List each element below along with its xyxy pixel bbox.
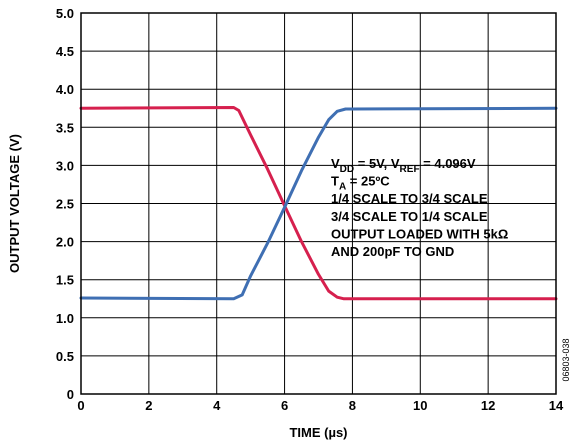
y-tick-label: 5.0 bbox=[56, 6, 74, 21]
y-tick-label: 4.0 bbox=[56, 82, 74, 97]
figure-id: 06803-038 bbox=[561, 338, 571, 381]
series-line-1 bbox=[79, 106, 558, 301]
x-tick-label: 14 bbox=[549, 398, 564, 413]
y-tick-label: 0.5 bbox=[56, 349, 74, 364]
y-tick-label: 1.5 bbox=[56, 273, 74, 288]
annotation-line: 3/4 SCALE TO 1/4 SCALE bbox=[331, 209, 488, 224]
series-lines bbox=[79, 106, 558, 301]
x-tick-label: 4 bbox=[213, 398, 221, 413]
annotation-text: = 25ºC bbox=[346, 174, 390, 189]
x-tick-label: 6 bbox=[281, 398, 288, 413]
plot-frame bbox=[80, 12, 557, 395]
annotation-text: = 4.096V bbox=[420, 156, 476, 171]
annotation-line: OUTPUT LOADED WITH 5kΩ bbox=[331, 226, 508, 241]
y-tick-labels: 0 0.5 1.0 1.5 2.0 2.5 3.0 3.5 4.0 4.5 5.0 bbox=[56, 6, 74, 402]
x-tick-label: 12 bbox=[481, 398, 495, 413]
y-tick-label: 3.0 bbox=[56, 158, 74, 173]
annotation-text: T bbox=[331, 174, 339, 189]
x-tick-label: 0 bbox=[77, 398, 84, 413]
grid bbox=[80, 12, 557, 395]
annotation-text: 3/4 SCALE TO 1/4 SCALE bbox=[331, 209, 488, 224]
annotation-line: VDD = 5V, VREF = 4.096V bbox=[331, 156, 476, 175]
annotation-subscript: A bbox=[339, 182, 346, 193]
series-line-2 bbox=[79, 106, 558, 301]
annotation-text: AND 200pF TO GND bbox=[331, 244, 454, 259]
y-tick-label: 0 bbox=[67, 387, 74, 402]
x-tick-label: 2 bbox=[145, 398, 152, 413]
y-tick-label: 1.0 bbox=[56, 311, 74, 326]
annotation-text: = 5V, V bbox=[354, 156, 400, 171]
annotation-text: 1/4 SCALE TO 3/4 SCALE bbox=[331, 191, 488, 206]
annotation-line: AND 200pF TO GND bbox=[331, 244, 454, 259]
y-axis-title: OUTPUT VOLTAGE (V) bbox=[7, 134, 22, 273]
y-tick-label: 2.5 bbox=[56, 197, 74, 212]
x-tick-labels: 0 2 4 6 8 10 12 14 bbox=[77, 398, 564, 413]
y-tick-label: 4.5 bbox=[56, 44, 74, 59]
y-tick-label: 2.0 bbox=[56, 235, 74, 250]
annotation-line: 1/4 SCALE TO 3/4 SCALE bbox=[331, 191, 488, 206]
x-tick-label: 10 bbox=[413, 398, 427, 413]
x-tick-label: 8 bbox=[349, 398, 356, 413]
annotation-subscript: DD bbox=[340, 164, 354, 175]
annotation-line: TA = 25ºC bbox=[331, 174, 390, 193]
annotation-text: V bbox=[331, 156, 340, 171]
y-tick-label: 3.5 bbox=[56, 120, 74, 135]
x-axis-title: TIME (µs) bbox=[289, 425, 347, 440]
annotation-text: OUTPUT LOADED WITH 5kΩ bbox=[331, 226, 508, 241]
annotation-subscript: REF bbox=[400, 164, 420, 175]
